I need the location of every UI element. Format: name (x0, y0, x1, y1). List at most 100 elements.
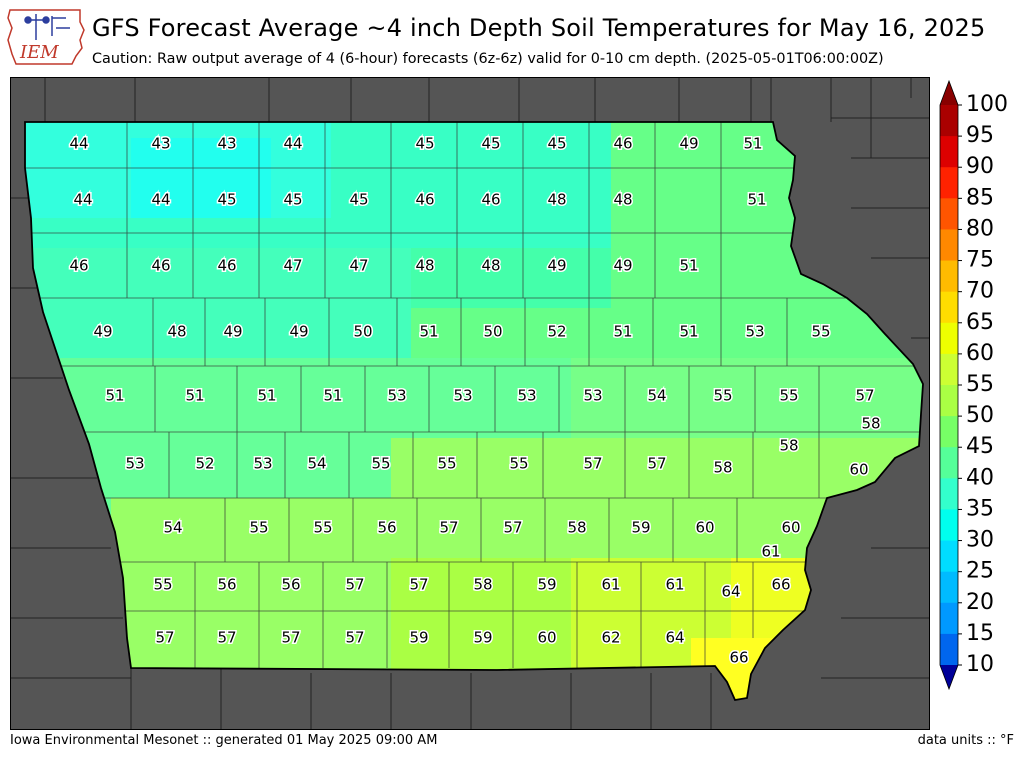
colorbar-band (940, 353, 958, 386)
county-value-label: 56 (217, 576, 236, 594)
colorbar-band (940, 571, 958, 604)
colorbar-band (940, 136, 958, 168)
county-value-label: 48 (481, 257, 500, 275)
county-value-label: 54 (307, 455, 326, 473)
county-value-label: 51 (679, 323, 698, 341)
colorbar-band (940, 447, 958, 479)
county-value-label: 58 (473, 576, 492, 594)
county-value-label: 48 (415, 257, 434, 275)
county-value-label: 48 (167, 323, 186, 341)
county-value-label: 57 (647, 455, 666, 473)
county-value-label: 44 (151, 191, 170, 209)
county-value-label: 53 (745, 323, 764, 341)
page-subtitle: Caution: Raw output average of 4 (6-hour… (92, 51, 884, 67)
county-value-label: 44 (73, 191, 92, 209)
county-value-label: 61 (761, 543, 780, 561)
county-value-label: 58 (861, 415, 880, 433)
colorbar-band (940, 322, 958, 355)
colorbar-tick-label: 10 (966, 652, 994, 677)
county-value-label: 57 (439, 519, 458, 537)
colorbar-tick-label: 40 (966, 465, 994, 490)
county-value-label: 60 (695, 519, 714, 537)
county-value-label: 44 (69, 135, 88, 153)
county-value-label: 51 (323, 387, 342, 405)
county-value-label: 57 (345, 629, 364, 647)
county-value-label: 45 (547, 135, 566, 153)
county-value-label: 45 (283, 191, 302, 209)
county-value-label: 46 (415, 191, 434, 209)
county-value-label: 57 (155, 629, 174, 647)
colorbar-tick-label: 55 (966, 372, 994, 397)
county-value-label: 52 (547, 323, 566, 341)
county-value-label: 56 (377, 519, 396, 537)
county-value-label: 48 (547, 191, 566, 209)
colorbar-band (940, 633, 958, 666)
county-value-label: 59 (537, 576, 556, 594)
county-value-label: 51 (747, 191, 766, 209)
colorbar-tick-label: 95 (966, 123, 994, 148)
county-value-label: 51 (679, 257, 698, 275)
logo-text: IEM (19, 42, 59, 63)
page-title: GFS Forecast Average ~4 inch Depth Soil … (92, 14, 986, 42)
county-value-label: 53 (125, 455, 144, 473)
colorbar-band (940, 198, 958, 230)
county-value-label: 47 (283, 257, 302, 275)
neighbor-state-boundaries (11, 78, 929, 729)
county-value-label: 55 (509, 455, 528, 473)
county-value-label: 54 (163, 519, 182, 537)
county-value-label: 47 (349, 257, 368, 275)
colorbar-tick-label: 100 (966, 92, 1008, 117)
county-value-label: 49 (223, 323, 242, 341)
county-value-label: 60 (537, 629, 556, 647)
county-value-label: 43 (217, 135, 236, 153)
county-value-label: 55 (437, 455, 456, 473)
county-value-label: 51 (419, 323, 438, 341)
county-value-label: 45 (349, 191, 368, 209)
colorbar-tick-label: 90 (966, 154, 994, 179)
colorbar-band (940, 478, 958, 510)
county-value-label: 45 (217, 191, 236, 209)
county-value-label: 53 (387, 387, 406, 405)
county-value-label: 54 (647, 387, 666, 405)
county-value-label: 51 (257, 387, 276, 405)
colorbar-tick-label: 75 (966, 248, 994, 273)
county-value-label: 55 (811, 323, 830, 341)
soil-temperature-map: 44 43 43 44 45 45 45 46 49 51 44 44 45 45 45 46 46 48 48 51… (10, 77, 930, 730)
colorbar-band (940, 416, 958, 448)
county-value-label: 59 (473, 629, 492, 647)
colorbar-band (940, 540, 958, 573)
colorbar-tick-label: 65 (966, 310, 994, 335)
colorbar-tick-label: 70 (966, 279, 994, 304)
county-value-label: 55 (371, 455, 390, 473)
colorbar: 100 95 90 85 80 75 70 65 60 55 50 45 40 35 30 25 20 15 10 (938, 77, 1024, 692)
county-value-label: 57 (281, 629, 300, 647)
county-value-label: 48 (613, 191, 632, 209)
county-value-label: 64 (721, 583, 740, 601)
colorbar-bottom-arrow (940, 665, 958, 689)
county-value-labels: 44 43 43 44 45 45 45 46 49 51 44 44 45 45 45 46 46 48 48 51… (68, 133, 882, 668)
colorbar-tick-label: 45 (966, 434, 994, 459)
county-value-label: 55 (249, 519, 268, 537)
county-value-label: 45 (415, 135, 434, 153)
county-value-label: 49 (613, 257, 632, 275)
county-value-label: 55 (313, 519, 332, 537)
county-value-label: 55 (779, 387, 798, 405)
county-value-label: 60 (849, 461, 868, 479)
county-value-label: 61 (601, 576, 620, 594)
county-value-label: 58 (567, 519, 586, 537)
county-value-label: 45 (481, 135, 500, 153)
county-value-label: 57 (583, 455, 602, 473)
county-value-label: 66 (771, 576, 790, 594)
colorbar-band (940, 602, 958, 635)
county-value-label: 57 (855, 387, 874, 405)
county-value-label: 49 (289, 323, 308, 341)
county-value-label: 49 (547, 257, 566, 275)
county-value-label: 46 (613, 135, 632, 153)
county-value-label: 66 (729, 649, 748, 667)
colorbar-tick-label: 60 (966, 341, 994, 366)
colorbar-tick-label: 50 (966, 403, 994, 428)
county-value-label: 60 (781, 519, 800, 537)
county-value-label: 50 (483, 323, 502, 341)
colorbar-tick-label: 30 (966, 528, 994, 553)
county-value-label: 53 (253, 455, 272, 473)
